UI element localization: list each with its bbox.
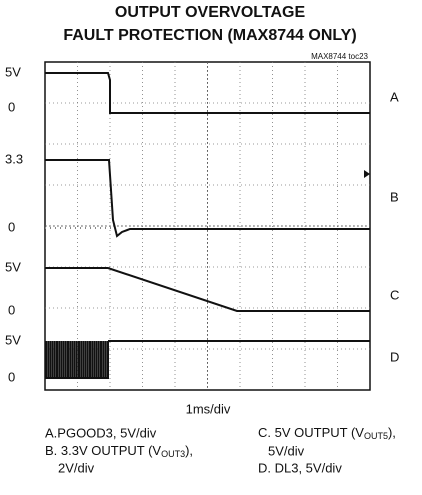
legend-b: B. 3.3V OUTPUT (VOUT3),	[45, 443, 193, 459]
legend-b: 2V/div	[58, 460, 95, 475]
figure-id: MAX8744 toc23	[311, 52, 368, 61]
level-label: 0	[8, 99, 15, 114]
trace-label: C	[390, 287, 399, 302]
legend-c: 5V/div	[268, 443, 305, 458]
trace-a	[45, 72, 370, 114]
level-label: 5V	[5, 259, 21, 274]
level-label: 0	[8, 369, 15, 384]
trace-label: B	[390, 189, 399, 204]
legend-a: A.PGOOD3, 5V/div	[45, 425, 157, 440]
level-label: 0	[8, 219, 15, 234]
scope-screen	[44, 61, 371, 391]
trace-label: A	[390, 89, 399, 104]
legend-d: D. DL3, 5V/div	[258, 460, 342, 475]
level-label: 3.3	[5, 151, 23, 166]
time-scale: 1ms/div	[186, 401, 231, 416]
trace-d	[45, 341, 109, 379]
trace-c	[45, 267, 370, 312]
trace-label: D	[390, 349, 399, 364]
trace-b	[45, 159, 370, 238]
level-label: 5V	[5, 64, 21, 79]
level-label: 0	[8, 302, 15, 317]
title: FAULT PROTECTION (MAX8744 ONLY)	[63, 27, 356, 44]
level-label: 5V	[5, 332, 21, 347]
legend-c: C. 5V OUTPUT (VOUT5),	[258, 425, 396, 441]
title: OUTPUT OVERVOLTAGE	[115, 4, 306, 21]
marker	[364, 170, 370, 178]
